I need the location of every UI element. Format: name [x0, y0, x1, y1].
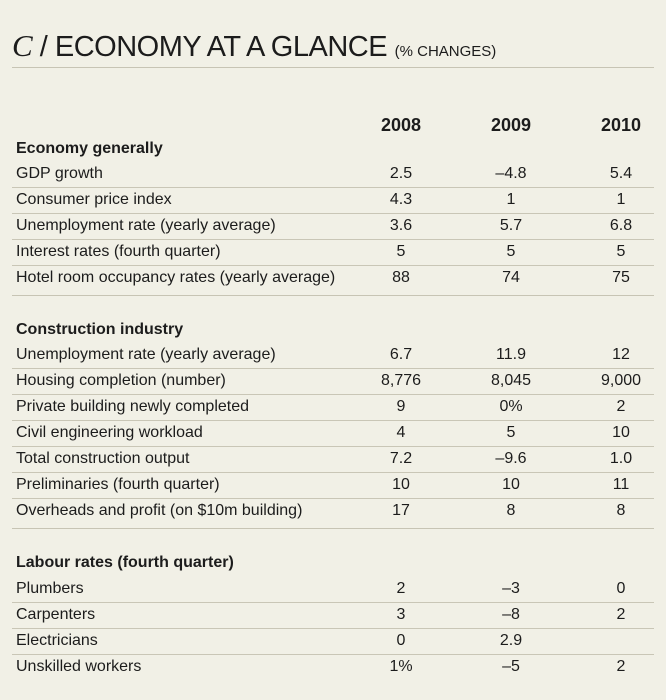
cell-2010: 6.8: [609, 217, 633, 234]
cell-2010: 10: [612, 424, 630, 441]
row-label: Hotel room occupancy rates (yearly avera…: [16, 269, 336, 286]
cell-2008: 17: [392, 502, 410, 519]
table-row: Hotel room occupancy rates (yearly avera…: [12, 266, 654, 292]
title-subtitle: (% CHANGES): [394, 43, 497, 60]
table-row: Unskilled workers 1% –5 2: [12, 655, 654, 681]
cell-2008: 6.7: [389, 346, 413, 363]
title-divider: [12, 67, 654, 68]
cell-2010: 2: [616, 606, 626, 623]
cell-2008: 88: [392, 269, 410, 286]
year-header-2010: 2010: [600, 115, 642, 135]
cell-2010: 12: [612, 346, 630, 363]
row-label: Unemployment rate (yearly average): [16, 346, 276, 363]
table-row: Unemployment rate (yearly average) 6.7 1…: [12, 343, 654, 369]
table-row: Total construction output 7.2 –9.6 1.0: [12, 447, 654, 473]
section-title-labour: Labour rates (fourth quarter): [16, 554, 234, 571]
cell-2009: –5: [502, 658, 520, 675]
table-row: Interest rates (fourth quarter) 5 5 5: [12, 240, 654, 266]
table-row: Consumer price index 4.3 1 1: [12, 188, 654, 214]
cell-2009: 1: [506, 191, 516, 208]
table-row: Carpenters 3 –8 2: [12, 603, 654, 629]
cell-2010: 75: [612, 269, 630, 286]
section-title-construction: Construction industry: [16, 321, 184, 338]
cell-2009: 2.9: [499, 632, 523, 649]
cell-2009: 5.7: [499, 217, 523, 234]
year-header-2008: 2008: [380, 115, 422, 135]
cell-2010: 1.0: [609, 450, 633, 467]
title-text: ECONOMY AT A GLANCE: [54, 31, 388, 63]
cell-2008: 4: [396, 424, 406, 441]
table-row: Private building newly completed 9 0% 2: [12, 395, 654, 421]
cell-2008: 2.5: [389, 165, 413, 182]
year-header-2009: 2009: [490, 115, 532, 135]
cell-2010: 5.4: [609, 165, 633, 182]
cell-2008: 3.6: [389, 217, 413, 234]
row-label: Interest rates (fourth quarter): [16, 243, 221, 260]
row-label: Carpenters: [16, 606, 96, 623]
cell-2008: 2: [396, 580, 406, 597]
cell-2009: 10: [502, 476, 520, 493]
cell-2010: 1: [616, 191, 626, 208]
cell-2009: 8: [506, 502, 516, 519]
cell-2008: 3: [396, 606, 406, 623]
cell-2010: 5: [616, 243, 626, 260]
cell-2009: 5: [506, 424, 516, 441]
cell-2009: –3: [502, 580, 520, 597]
row-label: Unemployment rate (yearly average): [16, 217, 276, 234]
row-label: Plumbers: [16, 580, 84, 597]
cell-2008: 5: [396, 243, 406, 260]
cell-2009: 5: [506, 243, 516, 260]
cell-2009: –4.8: [495, 165, 527, 182]
row-label: Overheads and profit (on $10m building): [16, 502, 303, 519]
cell-2008: 9: [396, 398, 406, 415]
section-divider: [12, 528, 654, 529]
title-slash: /: [39, 31, 48, 63]
section-title-economy: Economy generally: [16, 140, 163, 157]
row-label: GDP growth: [16, 165, 103, 182]
cell-2008: 0: [396, 632, 406, 649]
row-label: Electricians: [16, 632, 98, 649]
cell-2010: 2: [616, 658, 626, 675]
table-row: Overheads and profit (on $10m building) …: [12, 499, 654, 525]
cell-2008: 10: [392, 476, 410, 493]
table-row: Civil engineering workload 4 5 10: [12, 421, 654, 447]
section-letter: C: [12, 28, 33, 63]
table-row: Housing completion (number) 8,776 8,045 …: [12, 369, 654, 395]
table-row: Preliminaries (fourth quarter) 10 10 11: [12, 473, 654, 499]
page-title: C / ECONOMY AT A GLANCE (% CHANGES): [12, 28, 496, 64]
row-label: Civil engineering workload: [16, 424, 203, 441]
row-label: Total construction output: [16, 450, 190, 467]
cell-2008: 1%: [389, 658, 413, 675]
cell-2008: 7.2: [389, 450, 413, 467]
row-label: Private building newly completed: [16, 398, 250, 415]
cell-2009: –8: [502, 606, 520, 623]
row-label: Housing completion (number): [16, 372, 226, 389]
cell-2010: 8: [616, 502, 626, 519]
cell-2010: 0: [616, 580, 626, 597]
section-divider: [12, 295, 654, 296]
cell-2010: 2: [616, 398, 626, 415]
cell-2010: 11: [612, 476, 630, 493]
cell-2010: 9,000: [600, 372, 642, 389]
row-label: Unskilled workers: [16, 658, 142, 675]
table-row: Electricians 0 2.9: [12, 629, 654, 655]
row-label: Preliminaries (fourth quarter): [16, 476, 220, 493]
cell-2009: –9.6: [495, 450, 527, 467]
cell-2009: 8,045: [490, 372, 532, 389]
cell-2009: 74: [502, 269, 520, 286]
table-row: Plumbers 2 –3 0: [12, 577, 654, 603]
table-row: GDP growth 2.5 –4.8 5.4: [12, 162, 654, 188]
cell-2008: 8,776: [380, 372, 422, 389]
cell-2009: 0%: [499, 398, 523, 415]
table-row: Unemployment rate (yearly average) 3.6 5…: [12, 214, 654, 240]
cell-2009: 11.9: [496, 346, 526, 363]
cell-2008: 4.3: [389, 191, 413, 208]
row-label: Consumer price index: [16, 191, 172, 208]
